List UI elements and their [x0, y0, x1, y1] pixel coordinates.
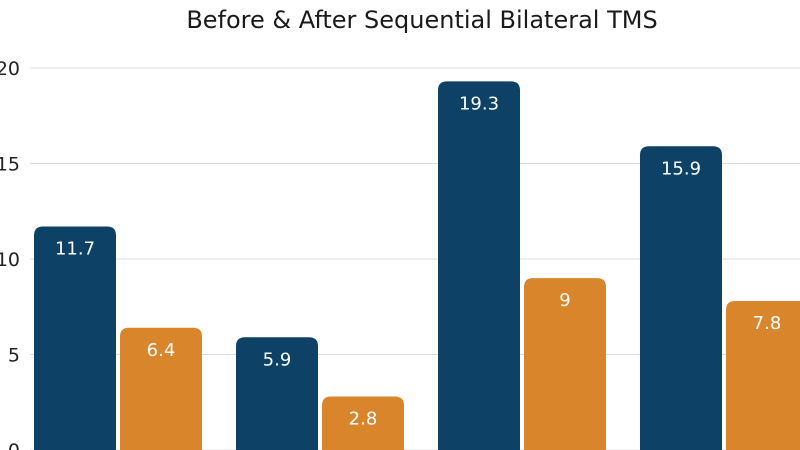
bar-value-label: 7.8	[753, 313, 782, 334]
bar-value-label: 19.3	[459, 93, 499, 114]
bar-value-label: 6.4	[147, 340, 176, 361]
bar-value-label: 9	[559, 290, 570, 311]
bar-series-2-group-3	[524, 278, 606, 450]
y-tick-label: 0	[8, 440, 20, 450]
y-tick-label: 20	[0, 58, 20, 80]
bar-series-2-group-1	[120, 327, 202, 450]
bar-value-label: 15.9	[661, 158, 701, 179]
bar-value-label: 2.8	[349, 409, 378, 430]
y-tick-label: 15	[0, 154, 20, 176]
bar-series-1-group-3	[438, 81, 520, 450]
bar-series-2-group-2	[322, 396, 404, 450]
y-tick-label: 10	[0, 249, 20, 271]
bar-series-1-group-1	[34, 226, 116, 450]
bar-value-label: 11.7	[55, 239, 95, 260]
bar-series-1-group-2	[236, 337, 318, 450]
y-tick-label: 5	[8, 345, 20, 367]
chart-title: Before & After Sequential Bilateral TMS	[186, 6, 658, 34]
bar-series-2-group-4	[726, 301, 800, 450]
bar-series-1-group-4	[640, 146, 722, 450]
bar-value-label: 5.9	[263, 349, 292, 370]
